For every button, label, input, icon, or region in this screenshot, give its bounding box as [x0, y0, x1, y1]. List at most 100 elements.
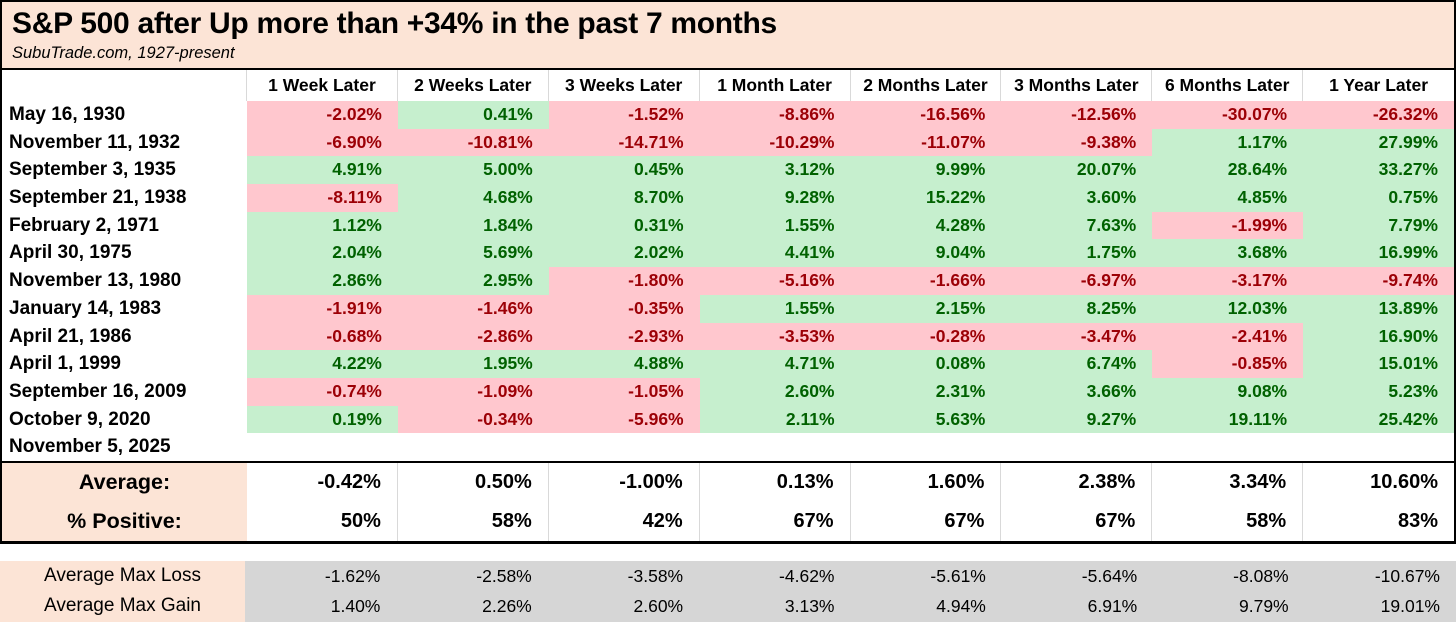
value-cell: 19.11% [1152, 405, 1304, 434]
value-cell: -2.93% [548, 322, 700, 351]
table-row: May 16, 1930 -2.02% 0.41% -1.52% -8.86% -16.5… [2, 101, 1454, 129]
value-cell: 9.28% [699, 184, 851, 212]
title-block: S&P 500 after Up more than +34% in the p… [2, 2, 1454, 70]
avg-max-gain-row: Average Max Gain 1.40% 2.26% 2.60% 3.13% 4.94… [0, 591, 1456, 622]
avg-max-loss-row-value: -2.58% [396, 560, 548, 592]
date-cell: September 21, 1938 [9, 187, 187, 209]
value-cell: -30.07% [1152, 101, 1304, 129]
value-cell: 15.01% [1303, 350, 1454, 378]
table-row: February 2, 1971 1.12% 1.84% 0.31% 1.55% 4.28… [2, 211, 1454, 240]
value-cell: 0.41% [397, 101, 549, 129]
table-row: November 13, 1980 2.86% 2.95% -1.80% -5.16% -… [2, 267, 1454, 295]
avg-max-loss-row-value: -10.67% [1304, 560, 1456, 592]
value-cell: 3.12% [699, 156, 851, 185]
value-cell: -16.56% [850, 101, 1002, 129]
value-cell: 5.63% [850, 405, 1002, 434]
value-cell: 13.89% [1303, 294, 1454, 323]
value-cell: 2.11% [699, 405, 851, 434]
date-cell: May 16, 1930 [9, 104, 126, 125]
value-cell: 4.41% [699, 239, 851, 268]
value-cell: -14.71% [548, 128, 700, 157]
avg-max-gain-row-value: 19.01% [1304, 591, 1456, 622]
date-cell: January 14, 1983 [9, 297, 162, 319]
value-cell-empty [1303, 433, 1454, 461]
value-cell: 16.90% [1303, 322, 1454, 351]
value-cell: -0.35% [548, 294, 700, 323]
value-cell: 33.27% [1303, 156, 1454, 185]
value-cell: 2.95% [397, 267, 549, 295]
value-cell: 20.07% [1001, 156, 1153, 185]
pct-positive-row-value: 58% [1152, 501, 1304, 541]
date-cell: November 13, 1980 [9, 270, 182, 292]
value-cell: -3.17% [1152, 267, 1304, 295]
pct-positive-row-label: % Positive: [2, 501, 247, 541]
avg-max-loss-row-value: -3.58% [547, 560, 700, 592]
date-cell: September 16, 2009 [9, 380, 187, 402]
value-cell: 6.74% [1001, 350, 1153, 378]
value-cell: -2.41% [1152, 322, 1304, 351]
column-header: 1 Year Later [1329, 75, 1429, 95]
value-cell: 27.99% [1303, 128, 1454, 157]
value-cell-empty [247, 433, 398, 461]
pct-positive-row-value: 67% [1001, 501, 1153, 541]
value-cell: 0.45% [548, 156, 700, 185]
column-header: 2 Weeks Later [398, 70, 549, 101]
value-cell: -12.56% [1001, 101, 1153, 129]
value-cell: 0.08% [850, 350, 1002, 378]
value-cell: 2.15% [850, 294, 1002, 323]
value-cell: -2.02% [247, 101, 398, 129]
value-cell: -9.74% [1303, 267, 1454, 295]
avg-max-loss-row-value: -5.64% [1001, 560, 1154, 592]
value-cell: -8.86% [699, 101, 851, 129]
value-cell: 0.75% [1303, 184, 1454, 212]
value-cell: 1.17% [1152, 128, 1304, 157]
avg-max-loss-row: Average Max Loss -1.62% -2.58% -3.58% -4.62%… [0, 560, 1456, 592]
pct-positive-row-value: 67% [700, 501, 851, 541]
value-cell: -1.09% [397, 377, 549, 406]
value-cell: -0.28% [850, 322, 1002, 351]
table-row: September 16, 2009 -0.74% -1.09% -1.05% 2.60… [2, 377, 1454, 406]
value-cell: -3.53% [699, 322, 851, 351]
average-row: Average: -0.42% 0.50% -1.00% 0.13% 1.60% 2.38%… [2, 462, 1454, 502]
value-cell: 1.55% [699, 294, 851, 323]
avg-max-gain-row-value: 2.26% [396, 591, 548, 622]
average-row-value: 0.13% [700, 462, 851, 502]
value-cell: -1.05% [548, 377, 700, 406]
value-cell: -8.11% [247, 184, 398, 212]
average-row-value: 1.60% [851, 462, 1002, 502]
avg-max-gain-row-value: 4.94% [850, 591, 1002, 622]
value-cell: 2.04% [247, 239, 398, 268]
value-cell: -3.47% [1001, 322, 1153, 351]
table-row: November 5, 2025 [2, 433, 1454, 461]
value-cell: -1.52% [548, 101, 700, 129]
average-row-value: -0.42% [247, 462, 398, 502]
column-header: 1 Week Later [247, 70, 398, 101]
value-cell: 4.71% [699, 350, 851, 378]
value-cell: 4.68% [397, 184, 549, 212]
value-cell: 3.60% [1001, 184, 1153, 212]
avg-max-gain-row-value: 9.79% [1153, 591, 1305, 622]
value-cell: -10.29% [699, 128, 851, 157]
average-row-value: -1.00% [549, 462, 700, 502]
date-cell: April 30, 1975 [9, 242, 132, 264]
value-cell: 2.86% [247, 267, 398, 295]
value-cell: 12.03% [1152, 294, 1304, 323]
value-cell: 1.84% [397, 211, 549, 240]
avg-max-loss-row-value: -1.62% [245, 560, 397, 592]
value-cell: -1.99% [1152, 211, 1304, 240]
value-cell: 2.31% [850, 377, 1002, 406]
value-cell: 0.31% [548, 211, 700, 240]
date-cell: April 1, 1999 [9, 353, 121, 375]
column-header: 2 Months Later [851, 70, 1002, 101]
avg-max-gain-row-value: 6.91% [1001, 591, 1154, 622]
data-rows: May 16, 1930 -2.02% 0.41% -1.52% -8.86% -16.5… [2, 101, 1454, 461]
value-cell: 4.85% [1152, 184, 1304, 212]
value-cell: 28.64% [1152, 156, 1304, 185]
value-cell: 3.68% [1152, 239, 1304, 268]
value-cell: 9.99% [850, 156, 1002, 185]
value-cell: 1.95% [397, 350, 549, 378]
average-row-value: 10.60% [1370, 470, 1438, 493]
date-cell: November 11, 1932 [9, 131, 181, 153]
value-cell: 7.63% [1001, 211, 1153, 240]
value-cell: 25.42% [1303, 405, 1454, 434]
